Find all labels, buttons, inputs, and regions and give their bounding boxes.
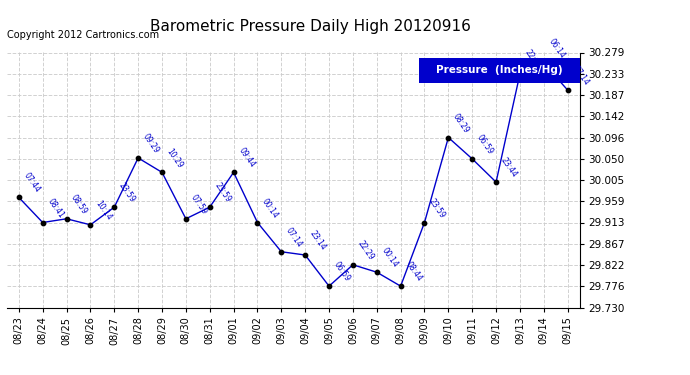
Text: 06:14: 06:14 <box>546 38 566 60</box>
Text: 23:59: 23:59 <box>427 196 447 220</box>
Point <box>395 283 406 289</box>
Point <box>180 216 191 222</box>
Text: 09:44: 09:44 <box>237 146 257 170</box>
Text: 08:59: 08:59 <box>69 193 89 216</box>
Point <box>13 194 24 200</box>
Text: 08:44: 08:44 <box>404 260 424 284</box>
Point <box>228 170 239 176</box>
Text: 23:59: 23:59 <box>117 182 137 204</box>
Text: 07:14: 07:14 <box>571 64 591 87</box>
Text: 00:14: 00:14 <box>260 196 280 220</box>
Text: 10:29: 10:29 <box>165 147 185 170</box>
Text: 23:59: 23:59 <box>213 182 233 204</box>
Text: 07:14: 07:14 <box>284 226 304 249</box>
Point <box>347 262 358 268</box>
Point <box>61 216 72 222</box>
Text: 09:29: 09:29 <box>141 132 161 155</box>
Point <box>276 249 287 255</box>
Point <box>132 155 144 161</box>
Text: 00:14: 00:14 <box>380 246 400 269</box>
Point <box>85 222 96 228</box>
Text: 22:29: 22:29 <box>355 239 375 262</box>
Point <box>299 252 310 258</box>
Point <box>562 87 573 93</box>
Text: 23:14: 23:14 <box>308 229 328 252</box>
Point <box>109 204 120 210</box>
Point <box>443 135 454 141</box>
Text: 08:29: 08:29 <box>451 112 471 135</box>
Text: 06:59: 06:59 <box>475 133 495 156</box>
Point <box>515 71 526 77</box>
Point <box>419 219 430 225</box>
Text: 22:22: 22:22 <box>523 48 542 71</box>
Text: 07:59: 07:59 <box>188 193 208 216</box>
Text: Barometric Pressure Daily High 20120916: Barometric Pressure Daily High 20120916 <box>150 19 471 34</box>
Point <box>491 179 502 185</box>
Point <box>324 283 335 289</box>
Point <box>538 60 549 66</box>
Text: 10:14: 10:14 <box>93 199 113 222</box>
Point <box>204 204 215 210</box>
Point <box>252 219 263 225</box>
Text: Copyright 2012 Cartronics.com: Copyright 2012 Cartronics.com <box>7 30 159 40</box>
Point <box>371 269 382 275</box>
Text: 07:44: 07:44 <box>21 171 41 195</box>
Point <box>466 156 477 162</box>
Point <box>157 170 168 176</box>
Point <box>37 219 48 225</box>
Text: 23:44: 23:44 <box>499 156 519 179</box>
Text: 06:59: 06:59 <box>332 260 352 284</box>
Text: 08:41: 08:41 <box>46 197 66 220</box>
